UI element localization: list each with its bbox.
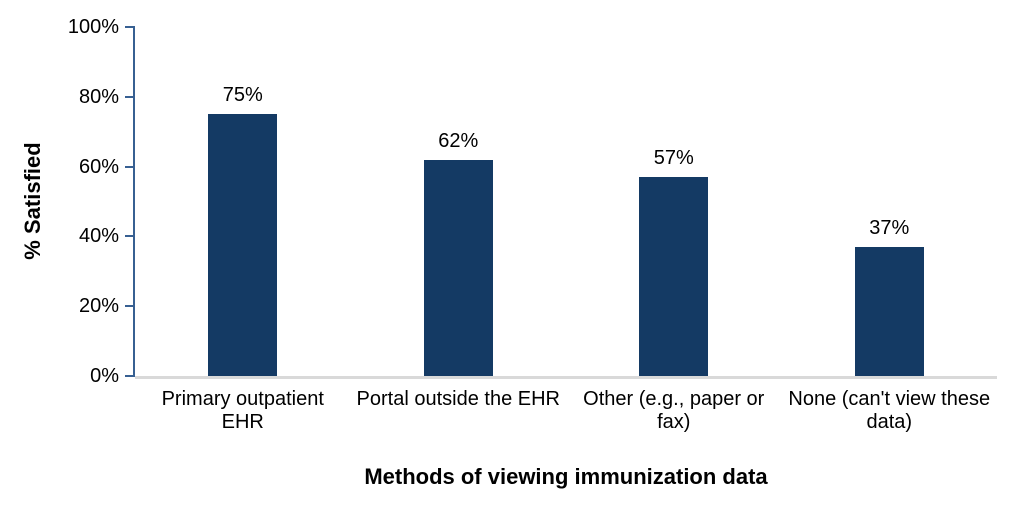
- x-axis-title: Methods of viewing immunization data: [364, 464, 768, 489]
- y-tick-label: 100%: [67, 16, 119, 38]
- y-tick-label: 60%: [78, 155, 119, 178]
- x-axis-line: [135, 376, 997, 379]
- category-label-line: data): [866, 411, 913, 433]
- y-axis-line: [133, 26, 135, 377]
- category-label: Portal outside the EHR: [351, 388, 565, 411]
- bar: [639, 177, 709, 376]
- y-tick-mark: [125, 95, 133, 98]
- category-label: Other (e.g., paper or fax): [567, 388, 781, 434]
- category-label: None (can't view these data): [782, 388, 996, 434]
- bar-value-label: 62%: [438, 129, 479, 152]
- bar-value-label: 57%: [653, 147, 694, 170]
- y-tick-mark: [125, 235, 133, 238]
- category-label-line: Portal outside the EHR: [356, 388, 560, 410]
- y-tick-label: 0%: [90, 365, 119, 387]
- category-label-line: fax): [657, 411, 691, 433]
- y-axis-title: % Satisfied: [20, 142, 45, 260]
- bar-value-label: 75%: [222, 84, 263, 107]
- bar-value-label: 37%: [869, 216, 910, 239]
- category-label-line: EHR: [221, 411, 264, 433]
- y-tick-mark: [125, 305, 133, 308]
- y-tick-mark: [125, 26, 133, 28]
- y-tick-mark: [125, 165, 133, 168]
- bar: [423, 159, 493, 376]
- category-label-line: Primary outpatient: [161, 388, 324, 410]
- category-label: Primary outpatient EHR: [136, 388, 350, 434]
- y-tick-mark: [125, 375, 133, 377]
- y-tick-label: 80%: [78, 85, 119, 108]
- bar: [854, 246, 924, 376]
- category-label-line: Other (e.g., paper or: [583, 388, 765, 410]
- y-tick-label: 20%: [78, 295, 119, 318]
- category-label-line: None (can't view these: [788, 388, 991, 410]
- bar: [208, 114, 278, 376]
- y-tick-label: 40%: [78, 225, 119, 248]
